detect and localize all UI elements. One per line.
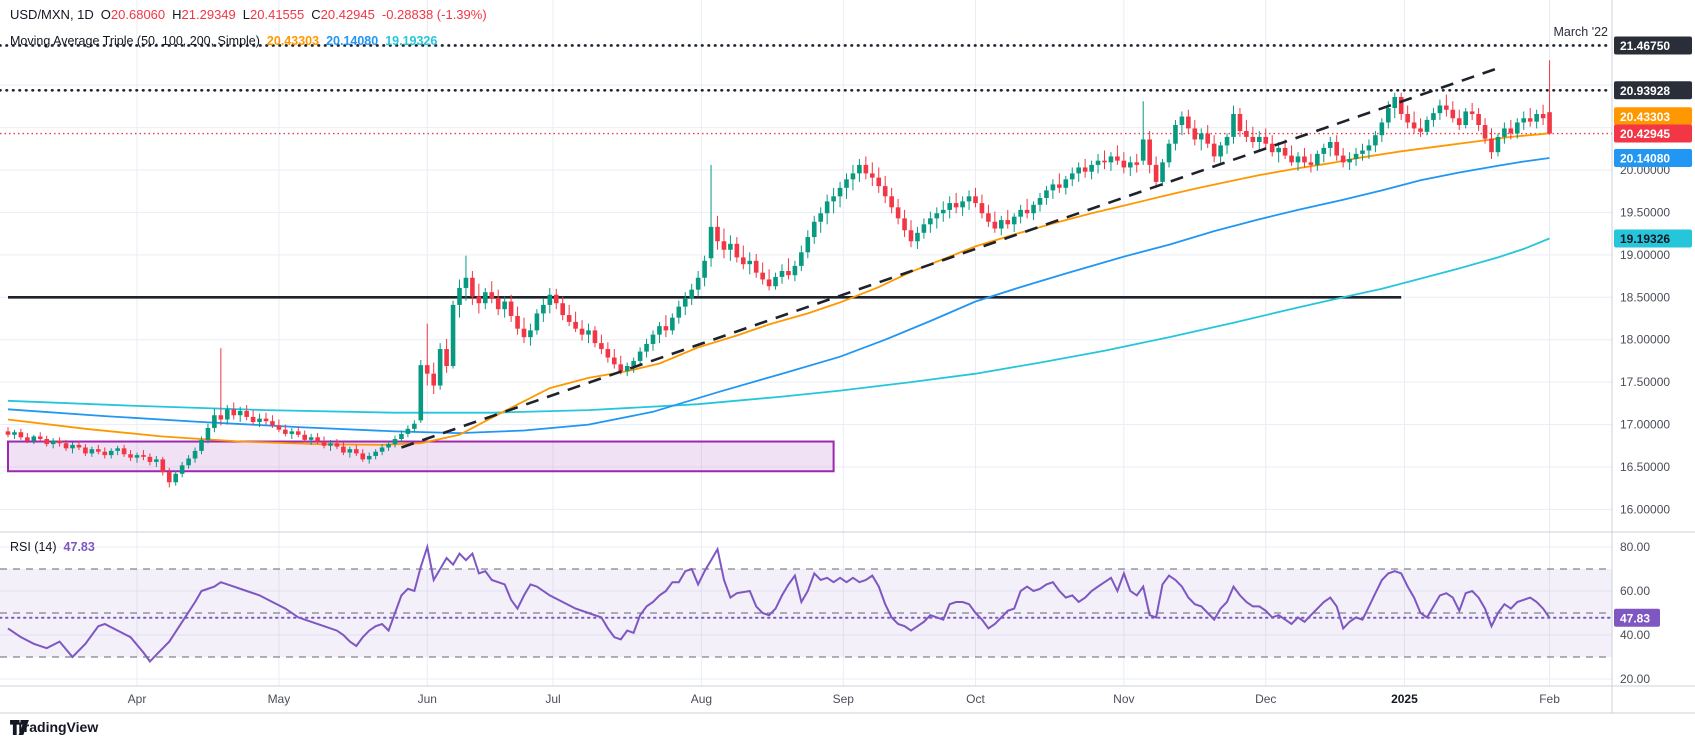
svg-text:16.50000: 16.50000 bbox=[1620, 460, 1670, 474]
svg-text:19.00000: 19.00000 bbox=[1620, 248, 1670, 262]
ohlc-high: H21.29349 bbox=[172, 7, 236, 22]
rsi-pane bbox=[0, 568, 1613, 658]
march-22-label: March '22 bbox=[1553, 25, 1609, 39]
rsi-indicator-legend[interactable]: RSI (14) 47.83 bbox=[10, 540, 95, 554]
svg-text:16.00000: 16.00000 bbox=[1620, 502, 1670, 516]
svg-text:47.83: 47.83 bbox=[1620, 611, 1650, 625]
svg-text:20.00: 20.00 bbox=[1620, 672, 1650, 686]
ma200-line bbox=[7, 237, 1550, 414]
ohlc-low: L20.41555 bbox=[242, 7, 305, 22]
svg-text:20.42945: 20.42945 bbox=[1620, 127, 1670, 141]
ohlc-open: O20.68060 bbox=[100, 7, 166, 22]
tradingview-logo-text: TradingView bbox=[16, 719, 99, 735]
time-axis[interactable]: Apr May Jun Jul Aug Sep Oct Nov Dec 2025 Feb bbox=[128, 692, 1561, 706]
tradingview-watermark[interactable]: TradingView bbox=[10, 719, 99, 736]
svg-text:Feb: Feb bbox=[1539, 692, 1560, 706]
ma-indicator-legend[interactable]: Moving Average Triple (50, 100, 200, Sim… bbox=[10, 34, 437, 48]
ma200-value: 19.19326 bbox=[385, 34, 438, 48]
svg-text:20.43303: 20.43303 bbox=[1620, 110, 1670, 124]
ma50-line bbox=[7, 132, 1550, 446]
svg-text:May: May bbox=[268, 692, 291, 706]
svg-text:Jun: Jun bbox=[418, 692, 437, 706]
svg-text:Dec: Dec bbox=[1255, 692, 1276, 706]
ma50-value: 20.43303 bbox=[266, 34, 320, 48]
svg-text:Oct: Oct bbox=[966, 692, 985, 706]
symbol-title: USD/MXN, 1D bbox=[10, 7, 94, 22]
svg-text:18.50000: 18.50000 bbox=[1620, 290, 1670, 304]
svg-text:Sep: Sep bbox=[833, 692, 855, 706]
price-axis-badges: 21.46750 20.93928 20.43303 20.42945 20.14080… bbox=[1614, 36, 1692, 627]
ohlc-close: C20.42945 bbox=[311, 7, 375, 22]
change-value: -0.28838 (-1.39%) bbox=[381, 7, 487, 22]
svg-text:Nov: Nov bbox=[1113, 692, 1134, 706]
ma100-value: 20.14080 bbox=[326, 34, 379, 48]
svg-text:2025: 2025 bbox=[1391, 692, 1418, 706]
svg-text:17.00000: 17.00000 bbox=[1620, 418, 1670, 432]
ma-indicator-title: Moving Average Triple (50, 100, 200, Sim… bbox=[10, 34, 260, 48]
svg-text:20.93928: 20.93928 bbox=[1620, 84, 1670, 98]
pane-separators bbox=[0, 0, 1695, 714]
svg-text:20.14080: 20.14080 bbox=[1620, 152, 1670, 166]
price-axis[interactable]: 20.0000019.5000019.0000018.5000018.00000… bbox=[1620, 163, 1670, 686]
svg-text:80.00: 80.00 bbox=[1620, 540, 1650, 554]
rsi-indicator-title: RSI (14) bbox=[10, 540, 57, 554]
level-lines[interactable] bbox=[0, 44, 1614, 299]
rsi-line bbox=[7, 543, 1551, 663]
svg-text:Jul: Jul bbox=[545, 692, 560, 706]
svg-text:Apr: Apr bbox=[128, 692, 147, 706]
rsi-current-value: 47.83 bbox=[63, 540, 95, 554]
svg-text:19.50000: 19.50000 bbox=[1620, 205, 1670, 219]
candlestick-series bbox=[5, 60, 1552, 488]
symbol-legend[interactable]: USD/MXN, 1D O20.68060 H21.29349 L20.4155… bbox=[10, 7, 487, 22]
ma100-line bbox=[7, 157, 1550, 435]
svg-text:17.50000: 17.50000 bbox=[1620, 375, 1670, 389]
svg-text:40.00: 40.00 bbox=[1620, 628, 1650, 642]
dashed-trendline[interactable] bbox=[401, 66, 1499, 449]
svg-text:19.19326: 19.19326 bbox=[1620, 232, 1670, 246]
svg-text:21.46750: 21.46750 bbox=[1620, 39, 1670, 53]
svg-text:Aug: Aug bbox=[691, 692, 712, 706]
svg-text:18.00000: 18.00000 bbox=[1620, 333, 1670, 347]
svg-text:60.00: 60.00 bbox=[1620, 584, 1650, 598]
